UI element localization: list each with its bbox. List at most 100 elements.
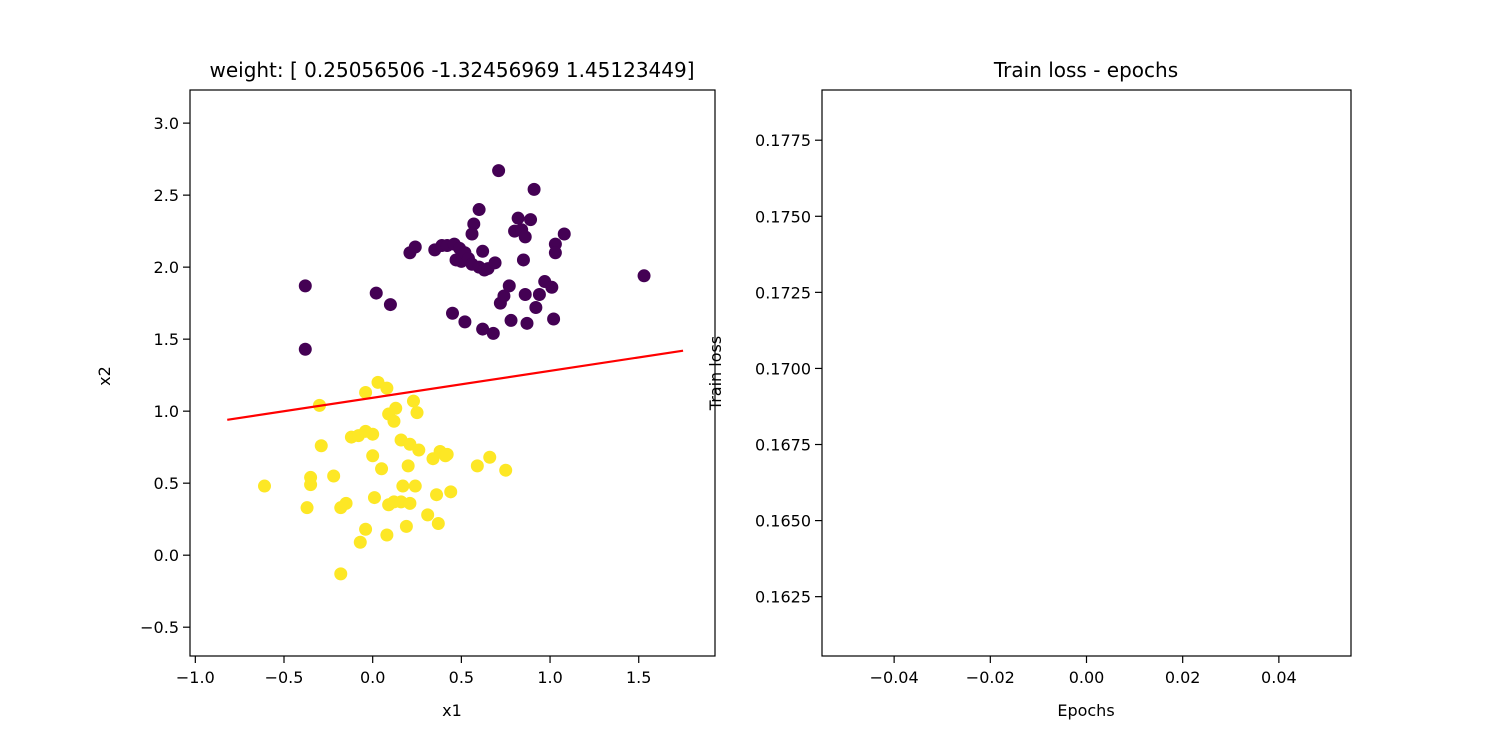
scatter-point-class-1	[408, 479, 422, 493]
loss-title: Train loss - epochs	[993, 58, 1178, 82]
scatter-point-class-0	[516, 253, 530, 267]
loss-x-tick-label: −0.02	[966, 668, 1015, 687]
scatter-point-class-1	[421, 508, 435, 522]
scatter-point-class-0	[488, 256, 502, 270]
scatter-point-class-1	[444, 485, 458, 499]
scatter-axes-frame	[189, 89, 716, 657]
scatter-point-class-1	[353, 535, 367, 549]
scatter-point-class-0	[369, 286, 383, 300]
scatter-point-class-0	[527, 182, 541, 196]
scatter-marks	[227, 164, 684, 581]
scatter-point-class-1	[430, 488, 444, 502]
scatter-point-class-1	[334, 567, 348, 581]
scatter-point-class-0	[502, 279, 516, 293]
scatter-point-class-0	[511, 211, 525, 225]
scatter-x-axis-label: x1	[442, 701, 462, 720]
scatter-x-tick-label: 0.5	[449, 668, 474, 687]
scatter-point-class-1	[403, 496, 417, 510]
scatter-x-tick-label: 1.5	[626, 668, 651, 687]
scatter-point-class-1	[412, 443, 426, 457]
scatter-point-class-0	[524, 213, 538, 227]
scatter-point-class-0	[383, 298, 397, 312]
scatter-point-class-1	[366, 449, 380, 463]
scatter-point-class-1	[327, 469, 341, 483]
scatter-point-class-1	[387, 414, 401, 428]
scatter-y-tick-label: 3.0	[154, 114, 179, 133]
scatter-point-class-1	[499, 463, 513, 477]
scatter-point-class-1	[375, 462, 389, 476]
scatter-point-class-0	[476, 322, 490, 336]
scatter-point-class-1	[339, 496, 353, 510]
scatter-point-class-1	[304, 478, 318, 492]
scatter-point-class-1	[440, 447, 454, 461]
scatter-point-class-1	[359, 522, 373, 536]
scatter-x-tick-label: −0.5	[265, 668, 304, 687]
scatter-point-class-1	[380, 528, 394, 542]
scatter-point-class-0	[548, 246, 562, 260]
scatter-point-class-1	[431, 517, 445, 531]
scatter-point-class-0	[545, 280, 559, 294]
loss-x-axis-label: Epochs	[1057, 701, 1114, 720]
loss-x-tick-label: 0.04	[1261, 668, 1297, 687]
scatter-point-class-1	[257, 479, 271, 493]
scatter-point-class-1	[367, 491, 381, 505]
loss-x-ticks: −0.04 −0.02 0.00 0.02 0.04	[870, 656, 1297, 687]
scatter-y-axis-label: x2	[95, 366, 114, 386]
scatter-y-tick-label: 2.0	[154, 258, 179, 277]
scatter-y-tick-label: 0.5	[154, 474, 179, 493]
loss-y-tick-label: 0.1675	[755, 436, 811, 455]
scatter-point-class-0	[637, 269, 651, 283]
loss-y-tick-label: 0.1725	[755, 283, 811, 302]
scatter-point-class-0	[557, 227, 571, 241]
scatter-y-tick-label: 2.5	[154, 186, 179, 205]
scatter-point-class-1	[366, 427, 380, 441]
scatter-point-class-1	[389, 401, 403, 415]
scatter-point-class-0	[446, 306, 459, 320]
scatter-point-class-0	[408, 240, 422, 254]
scatter-point-class-0	[497, 289, 511, 303]
decision-boundary-line	[227, 349, 684, 421]
scatter-y-ticks: −0.5 0.0 0.5 1.0 1.5 2.0 2.5 3.0	[140, 114, 190, 637]
scatter-y-tick-label: 1.0	[154, 402, 179, 421]
scatter-title: weight: [ 0.25056506 -1.32456969 1.45123…	[209, 58, 694, 82]
scatter-y-tick-label: −0.5	[140, 618, 179, 637]
loss-y-tick-label: 0.1625	[755, 588, 811, 607]
scatter-point-class-1	[401, 459, 415, 473]
loss-y-tick-label: 0.1650	[755, 512, 811, 531]
scatter-point-class-0	[465, 227, 479, 241]
loss-y-tick-label: 0.1750	[755, 207, 811, 226]
scatter-point-class-0	[486, 326, 500, 340]
scatter-point-class-0	[458, 315, 472, 329]
scatter-point-class-0	[467, 217, 481, 231]
loss-y-tick-label: 0.1775	[755, 131, 811, 150]
scatter-point-class-0	[529, 300, 543, 314]
loss-x-tick-label: 0.02	[1165, 668, 1201, 687]
scatter-x-tick-label: −1.0	[176, 668, 215, 687]
scatter-x-tick-label: 0.0	[360, 668, 385, 687]
scatter-y-tick-label: 0.0	[154, 546, 179, 565]
scatter-point-class-0	[547, 312, 561, 326]
scatter-subplot: weight: [ 0.25056506 -1.32456969 1.45123…	[95, 58, 716, 720]
loss-y-tick-label: 0.1700	[755, 359, 811, 378]
loss-subplot: Train loss - epochs −0.04 −0.02 0.00 0.02 0.…	[706, 58, 1352, 720]
scatter-point-class-0	[532, 288, 546, 302]
scatter-point-class-0	[492, 164, 506, 178]
scatter-point-class-0	[298, 279, 312, 293]
scatter-point-class-0	[504, 313, 518, 327]
scatter-point-class-1	[359, 385, 373, 399]
scatter-point-class-1	[300, 501, 314, 515]
scatter-point-class-1	[406, 394, 420, 408]
scatter-point-class-0	[476, 244, 490, 258]
loss-x-tick-label: −0.04	[870, 668, 919, 687]
scatter-point-class-1	[410, 406, 424, 420]
loss-x-tick-label: 0.00	[1069, 668, 1105, 687]
scatter-point-class-1	[399, 519, 413, 533]
scatter-point-class-1	[396, 479, 410, 493]
scatter-point-class-1	[483, 450, 497, 464]
scatter-point-class-1	[470, 459, 484, 473]
scatter-point-class-0	[298, 342, 312, 356]
scatter-point-class-0	[520, 316, 534, 330]
scatter-point-class-0	[518, 288, 532, 302]
